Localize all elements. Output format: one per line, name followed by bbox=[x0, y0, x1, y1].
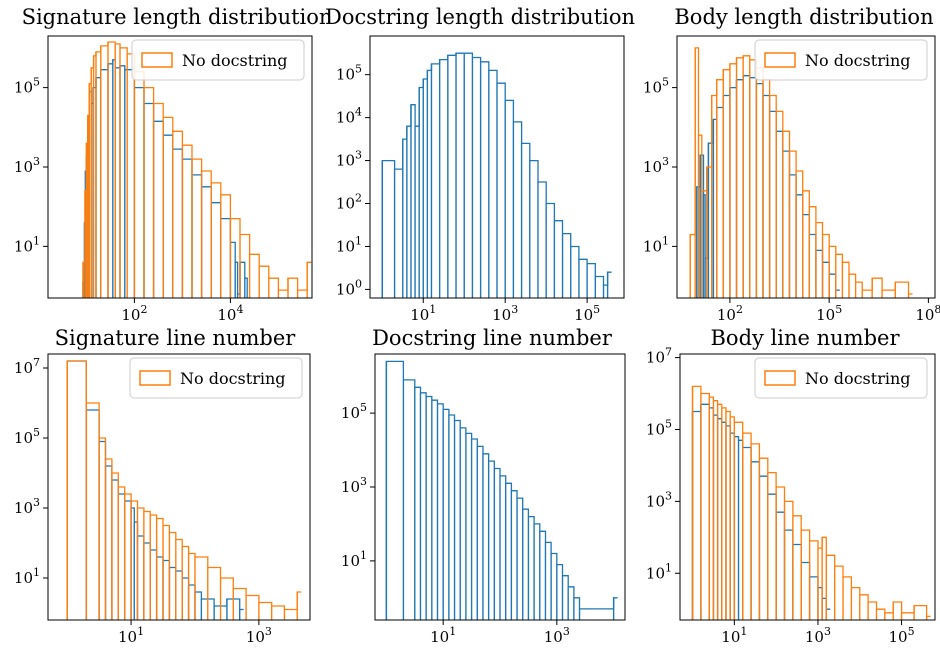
tick-label: 103 bbox=[341, 475, 367, 496]
series-0 bbox=[66, 360, 244, 620]
legend: No docstring bbox=[131, 39, 305, 81]
panel-title: Docstring line number bbox=[372, 326, 613, 350]
panel-signature-length: Signature length distribution 102 104 101 1… bbox=[14, 5, 333, 324]
tick-label: 103 bbox=[643, 155, 669, 176]
panel-signature-line-number: Signature line number 101 103 101 103 105 107… bbox=[14, 326, 311, 646]
tick-label: 104 bbox=[217, 303, 243, 324]
panel-title: Body line number bbox=[711, 326, 901, 350]
legend: No docstring bbox=[129, 357, 303, 399]
axes-frame bbox=[47, 353, 311, 621]
legend-box bbox=[754, 39, 928, 81]
tick-label: 101 bbox=[336, 234, 362, 255]
legend-box bbox=[754, 357, 928, 399]
tick-label: 101 bbox=[14, 566, 40, 587]
tick-label: 105 bbox=[816, 303, 842, 324]
tick-label: 105 bbox=[336, 63, 362, 84]
legend-label: No docstring bbox=[805, 51, 911, 70]
series-1 bbox=[689, 47, 913, 298]
tick-label: 101 bbox=[341, 549, 367, 570]
axes-frame bbox=[369, 35, 625, 299]
tick-label: 102 bbox=[336, 192, 362, 213]
tick-label: 108 bbox=[915, 303, 940, 324]
tick-label: 107 bbox=[646, 346, 672, 367]
tick-label: 103 bbox=[246, 625, 272, 646]
tick-label: 103 bbox=[336, 149, 362, 170]
tick-label: 105 bbox=[14, 76, 40, 97]
tick-label: 101 bbox=[646, 561, 672, 582]
axes-frame bbox=[679, 353, 936, 621]
tick-label: 103 bbox=[14, 496, 40, 517]
tick-label: 105 bbox=[646, 417, 672, 438]
tick-label: 105 bbox=[889, 625, 915, 646]
series-0 bbox=[385, 360, 618, 620]
series-1 bbox=[82, 41, 312, 298]
histogram-outline bbox=[82, 41, 312, 298]
tick-label: 105 bbox=[574, 303, 600, 324]
legend-label: No docstring bbox=[805, 369, 911, 388]
series-0 bbox=[381, 52, 612, 298]
legend-swatch bbox=[764, 52, 796, 68]
tick-label: 105 bbox=[643, 76, 669, 97]
panel-body-length: Body length distribution 102 105 108 101 103… bbox=[643, 5, 940, 324]
legend-swatch bbox=[139, 370, 171, 386]
tick-label: 102 bbox=[717, 303, 743, 324]
tick-label: 103 bbox=[805, 625, 831, 646]
histogram-outline bbox=[385, 360, 618, 620]
tick-label: 101 bbox=[721, 625, 747, 646]
tick-label: 101 bbox=[430, 625, 456, 646]
tick-label: 100 bbox=[336, 277, 362, 298]
legend-label: No docstring bbox=[180, 369, 286, 388]
panel-docstring-line-number: Docstring line number 101 103 101 103 105 bbox=[341, 326, 626, 646]
panel-body-line-number: Body line number 101 103 105 101 103 105 107 No… bbox=[646, 326, 936, 646]
tick-label: 101 bbox=[14, 234, 40, 255]
panel-title: Signature line number bbox=[55, 326, 297, 350]
legend-swatch bbox=[764, 370, 796, 386]
panel-title: Signature length distribution bbox=[22, 5, 333, 29]
series-1 bbox=[66, 360, 302, 620]
series-0 bbox=[696, 75, 840, 298]
histogram-outline bbox=[696, 75, 840, 298]
tick-label: 101 bbox=[118, 625, 144, 646]
tick-label: 103 bbox=[492, 303, 518, 324]
histogram-outline bbox=[689, 47, 913, 298]
panel-docstring-length: Docstring length distribution 101 103 105 1… bbox=[325, 5, 635, 324]
tick-label: 103 bbox=[544, 625, 570, 646]
legend: No docstring bbox=[754, 39, 928, 81]
legend-label: No docstring bbox=[182, 51, 288, 70]
series-1 bbox=[691, 385, 931, 620]
tick-label: 101 bbox=[410, 303, 436, 324]
histogram-outline bbox=[66, 360, 244, 620]
panel-title: Docstring length distribution bbox=[325, 5, 635, 29]
histogram-outline bbox=[691, 385, 931, 620]
legend-box bbox=[129, 357, 303, 399]
histogram-outline bbox=[381, 52, 612, 298]
legend: No docstring bbox=[754, 357, 928, 399]
tick-label: 105 bbox=[341, 401, 367, 422]
panel-title: Body length distribution bbox=[674, 5, 933, 29]
tick-label: 105 bbox=[14, 426, 40, 447]
tick-label: 103 bbox=[14, 155, 40, 176]
histogram-outline bbox=[66, 360, 302, 620]
tick-label: 104 bbox=[336, 106, 362, 127]
tick-label: 107 bbox=[14, 356, 40, 377]
tick-label: 103 bbox=[646, 489, 672, 510]
legend-box bbox=[131, 39, 305, 81]
legend-swatch bbox=[141, 52, 173, 68]
tick-label: 101 bbox=[643, 234, 669, 255]
tick-label: 102 bbox=[121, 303, 147, 324]
